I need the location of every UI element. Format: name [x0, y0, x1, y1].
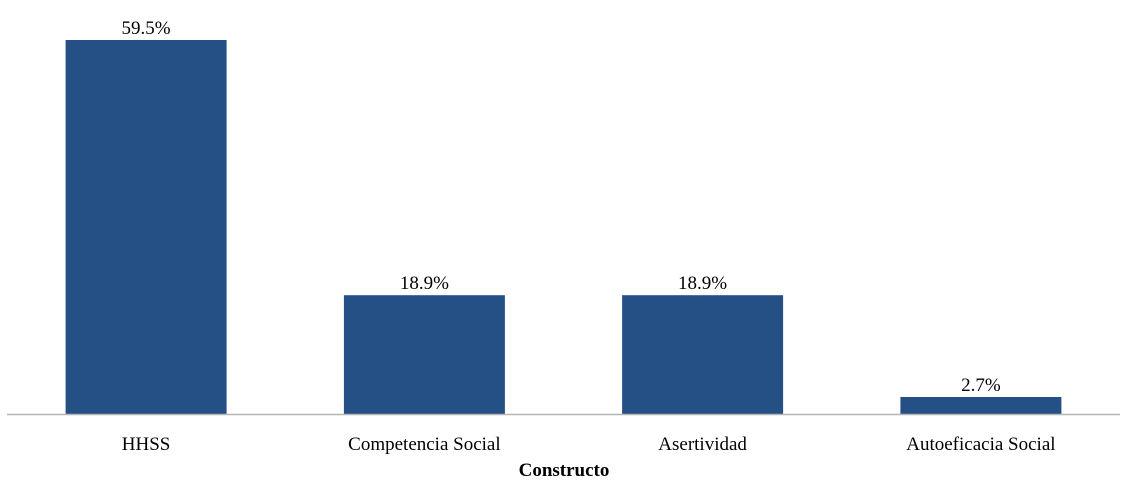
x-tick-label: Competencia Social: [348, 434, 500, 455]
bar-asertividad: [622, 295, 784, 414]
bar-autoeficacia-social: [900, 397, 1062, 414]
x-tick-label: Autoeficacia Social: [906, 434, 1055, 455]
bar-competencia-social: [343, 295, 505, 414]
x-tick-label: HHSS: [122, 434, 171, 455]
value-label: 59.5%: [122, 18, 171, 39]
x-tick-labels-group: HHSS Competencia Social Asertividad Autoefi…: [122, 434, 1056, 455]
bars-group: [65, 40, 1062, 414]
value-label: 2.7%: [961, 375, 1001, 396]
x-axis-title: Constructo: [519, 460, 610, 481]
x-tick-label: Asertividad: [658, 434, 747, 455]
value-label: 18.9%: [678, 273, 727, 294]
bar-hhss: [65, 40, 227, 414]
value-labels-group: 59.5% 18.9% 18.9% 2.7%: [122, 18, 1001, 396]
value-label: 18.9%: [400, 273, 449, 294]
